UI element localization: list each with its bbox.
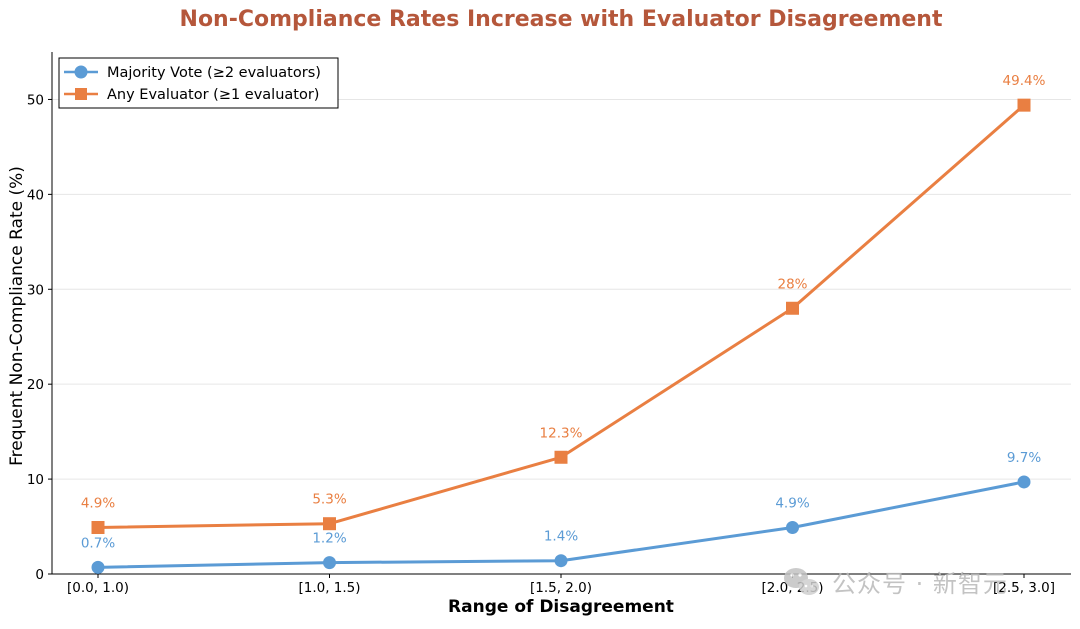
data-label-s1-0: 4.9% bbox=[81, 495, 115, 511]
point-marker-s0-2 bbox=[554, 554, 568, 568]
x-tick-label-0: [0.0, 1.0) bbox=[67, 580, 129, 596]
point-marker-s0-3 bbox=[786, 520, 799, 534]
y-axis-label: Frequent Non-Compliance Rate (%) bbox=[7, 166, 27, 466]
y-tick-label-0: 0 bbox=[35, 567, 44, 583]
grid-lines bbox=[52, 98, 1071, 480]
series-layer bbox=[91, 98, 1031, 574]
axes: 0 10 20 30 40 50 [0.0, 1.0) [1.0, 1.5) [1.5, 2.0… bbox=[27, 52, 1071, 596]
chart-title: Non-Compliance Rates Increase with Evalu… bbox=[180, 7, 943, 32]
y-tick-label-30: 30 bbox=[27, 282, 44, 298]
point-marker-s0-4 bbox=[1017, 475, 1031, 489]
point-marker-s1-2 bbox=[554, 450, 568, 464]
data-label-s0-4: 9.7% bbox=[1007, 450, 1041, 466]
legend: Majority Vote (≥2 evaluators) Any Evalua… bbox=[58, 57, 339, 109]
point-marker-s0-1 bbox=[323, 556, 336, 570]
point-marker-s0-0 bbox=[91, 560, 105, 574]
legend-marker-any bbox=[75, 88, 87, 100]
data-label-s0-1: 1.2% bbox=[312, 531, 346, 547]
series-line-1 bbox=[97, 104, 1025, 529]
point-marker-s1-4 bbox=[1017, 98, 1031, 112]
x-tick-label-4: [2.5, 3.0] bbox=[993, 580, 1055, 596]
data-label-s1-1: 5.3% bbox=[312, 492, 346, 508]
y-tick-label-40: 40 bbox=[27, 187, 44, 203]
y-tick-label-20: 20 bbox=[27, 377, 44, 393]
data-label-s0-3: 4.9% bbox=[775, 495, 809, 511]
data-label-s0-0: 0.7% bbox=[81, 535, 115, 551]
data-label-s0-2: 1.4% bbox=[544, 529, 578, 545]
data-label-s1-2: 12.3% bbox=[540, 425, 583, 441]
legend-marker-majority bbox=[74, 65, 88, 79]
y-tick-label-10: 10 bbox=[27, 472, 44, 488]
watermark: 公众号 · 新智元 bbox=[784, 568, 1008, 598]
legend-label-any: Any Evaluator (≥1 evaluator) bbox=[107, 87, 319, 103]
y-tick-label-50: 50 bbox=[27, 92, 44, 108]
x-tick-label-2: [1.5, 2.0) bbox=[530, 580, 592, 596]
point-marker-s1-3 bbox=[786, 301, 799, 315]
point-marker-s1-0 bbox=[91, 520, 105, 534]
data-label-s1-3: 28% bbox=[777, 276, 807, 292]
wechat-icon bbox=[784, 568, 819, 595]
x-tick-label-1: [1.0, 1.5) bbox=[298, 580, 360, 596]
watermark-text: 公众号 · 新智元 bbox=[832, 570, 1008, 598]
legend-label-majority: Majority Vote (≥2 evaluators) bbox=[107, 65, 321, 81]
data-labels: 0.7% 1.2% 1.4% 4.9% 9.7% 4.9% 5.3% 12.3% 28% 49.4… bbox=[81, 73, 1046, 551]
legend-box bbox=[58, 57, 339, 109]
x-axis-label: Range of Disagreement bbox=[448, 597, 674, 617]
point-marker-s1-1 bbox=[323, 517, 336, 531]
data-label-s1-4: 49.4% bbox=[1003, 73, 1046, 89]
